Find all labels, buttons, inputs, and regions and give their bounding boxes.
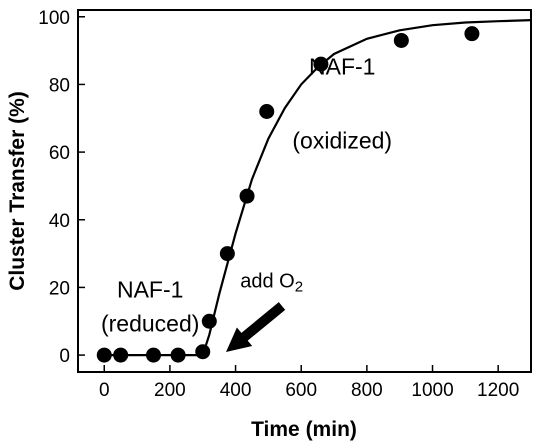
y-tick-label-20: 20 — [49, 278, 70, 299]
y-axis-title: Cluster Transfer (%) — [6, 91, 29, 291]
y-tick-label-100: 100 — [38, 8, 70, 29]
fit-curve — [104, 19, 532, 357]
data-point-0 — [96, 347, 112, 363]
x-tick-label-1200: 1200 — [477, 380, 519, 401]
data-point-4 — [195, 344, 211, 360]
label-oxidized-line2: (oxidized) — [292, 128, 392, 154]
tick-labels: 0 200 400 600 800 1000 1200 0 20 40 60 80 100 — [38, 8, 519, 401]
data-point-8 — [259, 103, 275, 119]
data-point-3 — [170, 347, 186, 363]
x-tick-label-400: 400 — [220, 380, 252, 401]
x-tick-label-1000: 1000 — [411, 380, 453, 401]
data-point-1 — [113, 347, 129, 363]
data-point-9 — [313, 56, 329, 72]
data-point-2 — [146, 347, 161, 363]
x-tick-label-200: 200 — [154, 380, 186, 401]
annotations: NAF-1 (oxidized) NAF-1 (reduced) add O2 — [101, 53, 392, 336]
x-tick-label-800: 800 — [351, 380, 383, 401]
data-point-5 — [201, 313, 217, 329]
label-reduced-line1: NAF-1 — [117, 277, 183, 303]
x-tick-label-0: 0 — [99, 380, 110, 401]
x-tick-label-600: 600 — [285, 380, 317, 401]
tick-marks — [78, 16, 499, 372]
x-axis-title: Time (min) — [251, 418, 357, 441]
y-tick-label-0: 0 — [59, 346, 70, 367]
label-reduced-line2: (reduced) — [101, 310, 199, 336]
data-point-11 — [464, 26, 480, 42]
label-add-o2: add O2 — [240, 270, 303, 295]
add-o2-arrow — [226, 302, 286, 352]
data-point-6 — [219, 246, 235, 262]
label-oxidized-line1: NAF-1 — [309, 53, 375, 79]
data-point-7 — [239, 188, 255, 204]
y-tick-label-40: 40 — [49, 211, 70, 232]
y-tick-label-80: 80 — [49, 75, 70, 96]
arrow-icon — [226, 302, 286, 352]
plot-frame — [77, 9, 532, 373]
data-point-10 — [393, 32, 409, 48]
y-tick-label-60: 60 — [49, 143, 70, 164]
data-points — [96, 26, 480, 363]
